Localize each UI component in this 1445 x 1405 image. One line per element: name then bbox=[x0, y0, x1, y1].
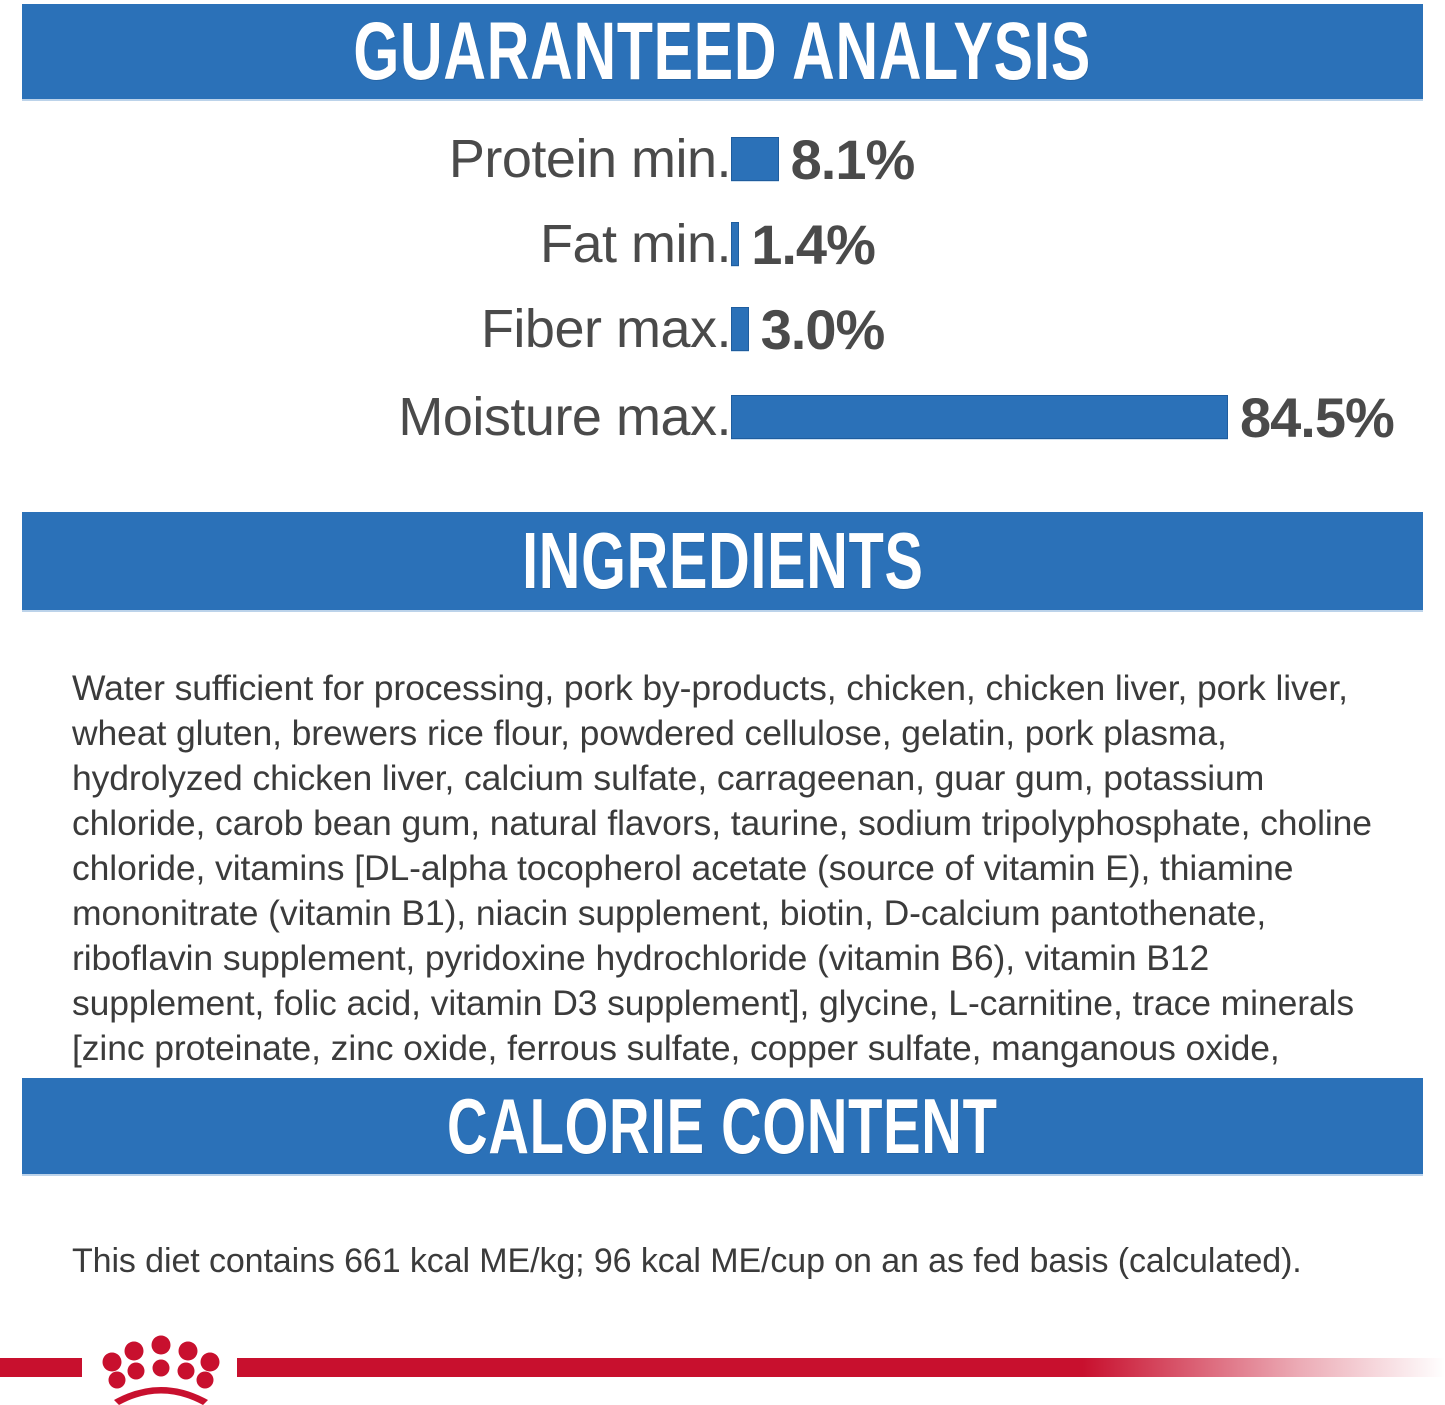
calorie-content-heading: CALORIE CONTENT bbox=[447, 1081, 998, 1170]
nutrient-label-protein: Protein min. bbox=[448, 129, 732, 189]
ingredients-body-text: Water sufficient for processing, pork by… bbox=[72, 667, 1372, 1113]
calorie-content-body-text: This diet contains 661 kcal ME/kg; 96 kc… bbox=[72, 1242, 1302, 1280]
guaranteed-analysis-row: Fat min. 1.4% bbox=[0, 212, 1445, 276]
footer-rule-left bbox=[0, 1358, 82, 1377]
nutrient-value-fiber: 3.0% bbox=[760, 297, 886, 361]
nutrient-value-protein: 8.1% bbox=[790, 127, 916, 191]
nutrient-bar-fat bbox=[731, 222, 740, 266]
guaranteed-analysis-row: Fiber max. 3.0% bbox=[0, 297, 1445, 361]
calorie-content-header: CALORIE CONTENT bbox=[22, 1078, 1423, 1174]
footer bbox=[0, 1330, 1445, 1405]
guaranteed-analysis-heading: GUARANTEED ANALYSIS bbox=[353, 5, 1092, 97]
footer-rule-right bbox=[237, 1358, 1445, 1377]
ingredients-heading: INGREDIENTS bbox=[521, 516, 924, 605]
nutrient-bar-moisture bbox=[731, 395, 1228, 439]
guaranteed-analysis-header: GUARANTEED ANALYSIS bbox=[22, 4, 1423, 99]
nutrient-value-fat: 1.4% bbox=[751, 212, 876, 276]
nutrient-label-moisture: Moisture max. bbox=[398, 387, 731, 447]
nutrient-bar-fiber bbox=[731, 307, 749, 351]
nutrient-label-fiber: Fiber max. bbox=[480, 299, 732, 359]
royal-canin-crown-logo bbox=[102, 1335, 220, 1405]
guaranteed-analysis-row: Protein min. 8.1% bbox=[0, 127, 1445, 191]
ingredients-header: INGREDIENTS bbox=[22, 512, 1423, 610]
nutrient-bar-protein bbox=[731, 137, 779, 181]
nutrient-value-moisture: 84.5% bbox=[1240, 385, 1395, 449]
guaranteed-analysis-chart: Protein min. 8.1% Fat min. 1.4% Fiber ma… bbox=[0, 128, 1445, 483]
guaranteed-analysis-row: Moisture max. 84.5% bbox=[0, 385, 1445, 449]
nutrient-label-fat: Fat min. bbox=[539, 214, 732, 274]
